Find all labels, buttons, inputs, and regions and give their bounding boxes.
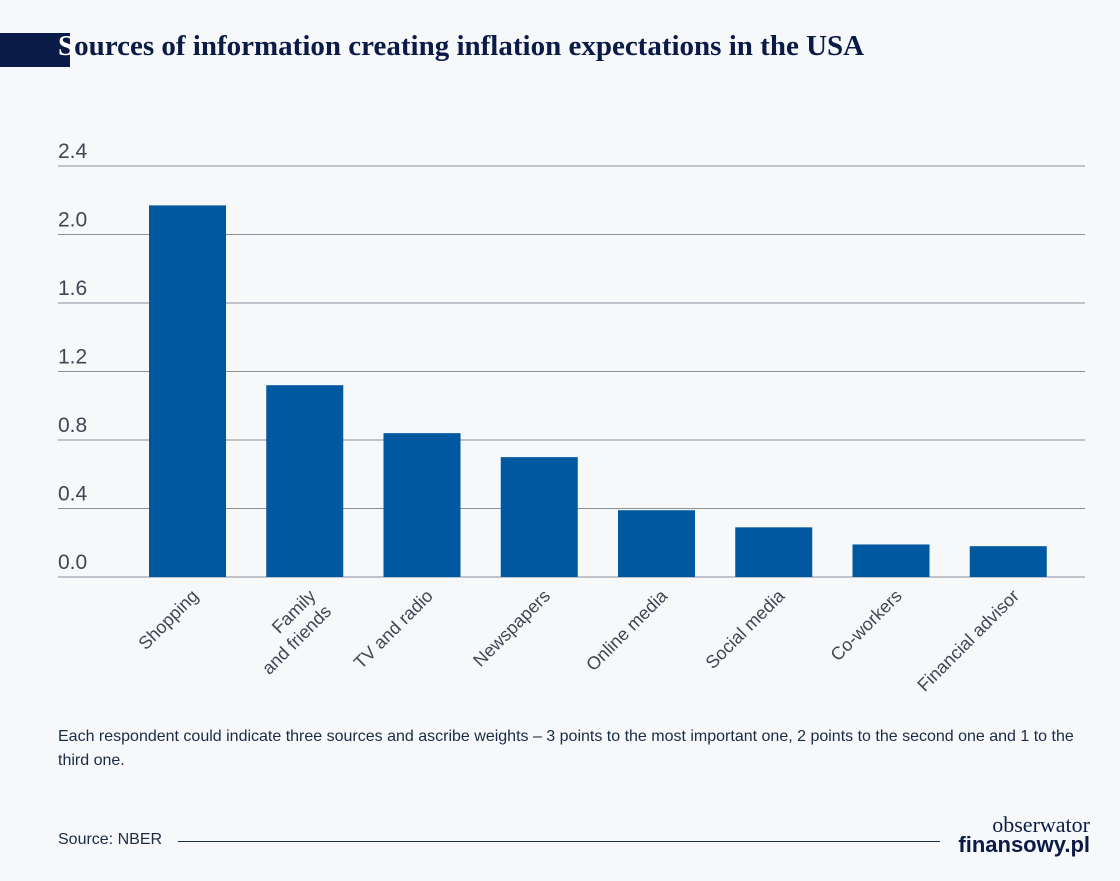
x-category-label-line: Shopping bbox=[134, 586, 202, 654]
x-category-label: Social media bbox=[702, 585, 790, 673]
y-tick-label: 2.0 bbox=[58, 209, 87, 232]
bar bbox=[852, 544, 930, 577]
bar bbox=[735, 527, 813, 577]
bar bbox=[149, 205, 226, 577]
x-category-label: Newspapers bbox=[469, 586, 554, 671]
bar bbox=[383, 433, 461, 577]
bar bbox=[618, 510, 695, 577]
y-tick-label: 2.4 bbox=[58, 140, 88, 163]
x-category-label-line: Newspapers bbox=[469, 586, 554, 671]
bar bbox=[266, 385, 344, 577]
publisher-logo: obserwator finansowy.pl bbox=[950, 812, 1090, 857]
y-tick-label: 1.6 bbox=[58, 277, 87, 300]
x-category-label: TV and radio bbox=[350, 586, 437, 673]
x-category-label-line: Financial advisor bbox=[913, 586, 1023, 696]
x-category-label: Co-workers bbox=[827, 586, 906, 665]
title-first-letter: S bbox=[58, 30, 75, 62]
x-category-label: Financial advisor bbox=[913, 586, 1023, 696]
x-category-label-line: Co-workers bbox=[827, 586, 906, 665]
source-label: Source: NBER bbox=[58, 831, 163, 848]
y-tick-label: 0.4 bbox=[58, 483, 88, 506]
x-category-label-line: Online media bbox=[582, 585, 672, 675]
logo-line-1: obserwator bbox=[992, 812, 1090, 837]
x-category-label: Online media bbox=[582, 585, 672, 675]
logo-line-2: finansowy.pl bbox=[958, 832, 1090, 857]
y-tick-label: 0.0 bbox=[58, 551, 87, 574]
x-category-label: Familyand friends bbox=[242, 586, 335, 679]
bar bbox=[969, 546, 1047, 577]
title-accent-bar bbox=[0, 33, 70, 67]
source-divider bbox=[178, 841, 940, 842]
x-category-label-line: TV and radio bbox=[350, 586, 437, 673]
y-tick-label: 0.8 bbox=[58, 414, 87, 437]
y-tick-label: 1.2 bbox=[58, 346, 87, 369]
x-category-label-line: Social media bbox=[702, 585, 790, 673]
chart-title: Sources of information creating inflatio… bbox=[58, 30, 864, 63]
bar-chart: 0.0 0.4 0.8 1.2 1.6 2.0 2.4 Shopping Familyand f… bbox=[58, 140, 1085, 696]
bar bbox=[500, 457, 578, 577]
x-category-label: Shopping bbox=[134, 586, 202, 654]
title-rest: ources of information creating inflation… bbox=[74, 30, 865, 62]
chart-footnote: Each respondent could indicate three sou… bbox=[58, 728, 1074, 769]
